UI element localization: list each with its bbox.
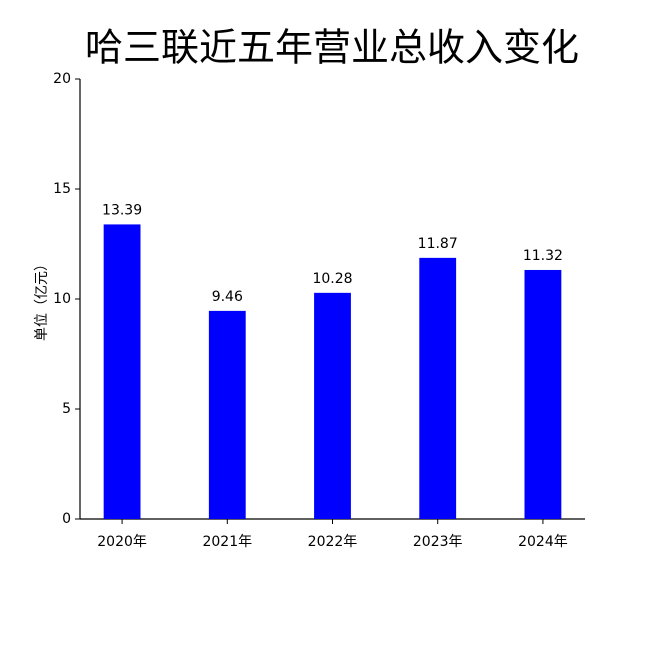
y-tick-label: 10 — [53, 291, 71, 307]
y-axis-label: 单位（亿元） — [34, 257, 50, 341]
chart-title: 哈三联近五年营业总收入变化 — [85, 26, 579, 70]
bar — [208, 310, 246, 519]
y-tick-label: 15 — [53, 181, 71, 197]
x-tick-label: 2024年 — [518, 534, 568, 550]
y-tick-label: 0 — [62, 511, 71, 527]
x-tick-label: 2022年 — [308, 534, 358, 550]
data-label: 11.32 — [523, 248, 563, 264]
y-tick-label: 5 — [62, 401, 71, 417]
bar — [524, 269, 562, 519]
x-tick-label: 2023年 — [413, 534, 463, 550]
data-label: 10.28 — [312, 271, 352, 287]
data-label: 13.39 — [102, 202, 142, 218]
data-label: 9.46 — [212, 289, 243, 305]
bar — [419, 257, 457, 519]
x-tick-label: 2021年 — [202, 534, 252, 550]
bar — [103, 224, 141, 520]
bar — [314, 292, 351, 519]
y-tick-label: 20 — [53, 71, 71, 87]
x-tick-label: 2020年 — [97, 534, 147, 550]
data-label: 11.87 — [418, 236, 458, 252]
